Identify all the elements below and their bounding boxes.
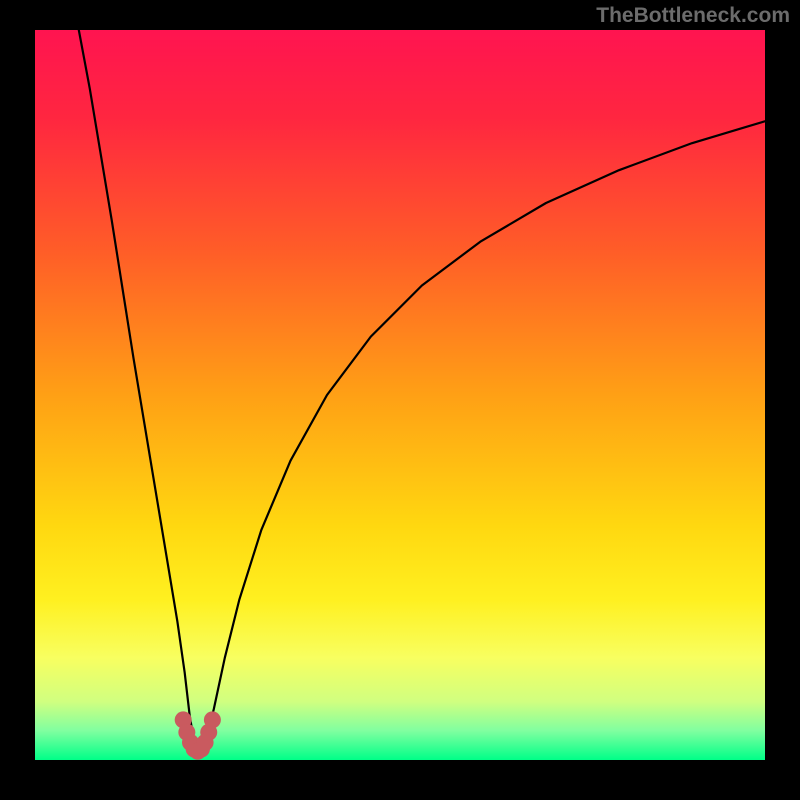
chart-container: TheBottleneck.com [0, 0, 800, 800]
plot-background [35, 30, 765, 760]
bottleneck-plot [0, 0, 800, 800]
highlight-mark [204, 711, 221, 728]
watermark-text: TheBottleneck.com [596, 4, 790, 28]
